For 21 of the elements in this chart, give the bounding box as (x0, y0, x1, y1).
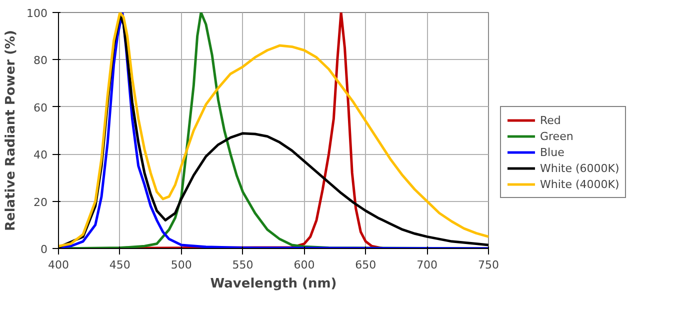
x-tick-label: 400 (48, 258, 69, 272)
y-tick-label: 80 (34, 54, 48, 68)
y-tick-label: 20 (34, 196, 48, 209)
x-tick-label: 550 (232, 258, 254, 272)
y-tick-label: 40 (34, 148, 48, 162)
x-tick-label: 700 (416, 258, 438, 272)
x-tick-label: 450 (109, 258, 130, 272)
x-axis-title: Wavelength (nm) (210, 276, 337, 292)
legend-label: White (4000K) (540, 177, 620, 191)
y-tick-label: 60 (34, 101, 48, 114)
y-tick-label: 100 (26, 7, 48, 20)
legend-label: Red (540, 113, 561, 127)
x-tick-label: 500 (170, 258, 192, 272)
legend-label: Green (540, 129, 574, 143)
x-tick-label: 600 (294, 258, 315, 272)
x-tick-label: 750 (478, 258, 499, 272)
legend-label: Blue (540, 145, 564, 159)
x-tick-label: 650 (355, 258, 376, 272)
y-axis-title: Relative Radiant Power (%) (4, 30, 19, 231)
y-tick-label: 0 (40, 243, 48, 256)
legend-label: White (6000K) (540, 161, 620, 175)
